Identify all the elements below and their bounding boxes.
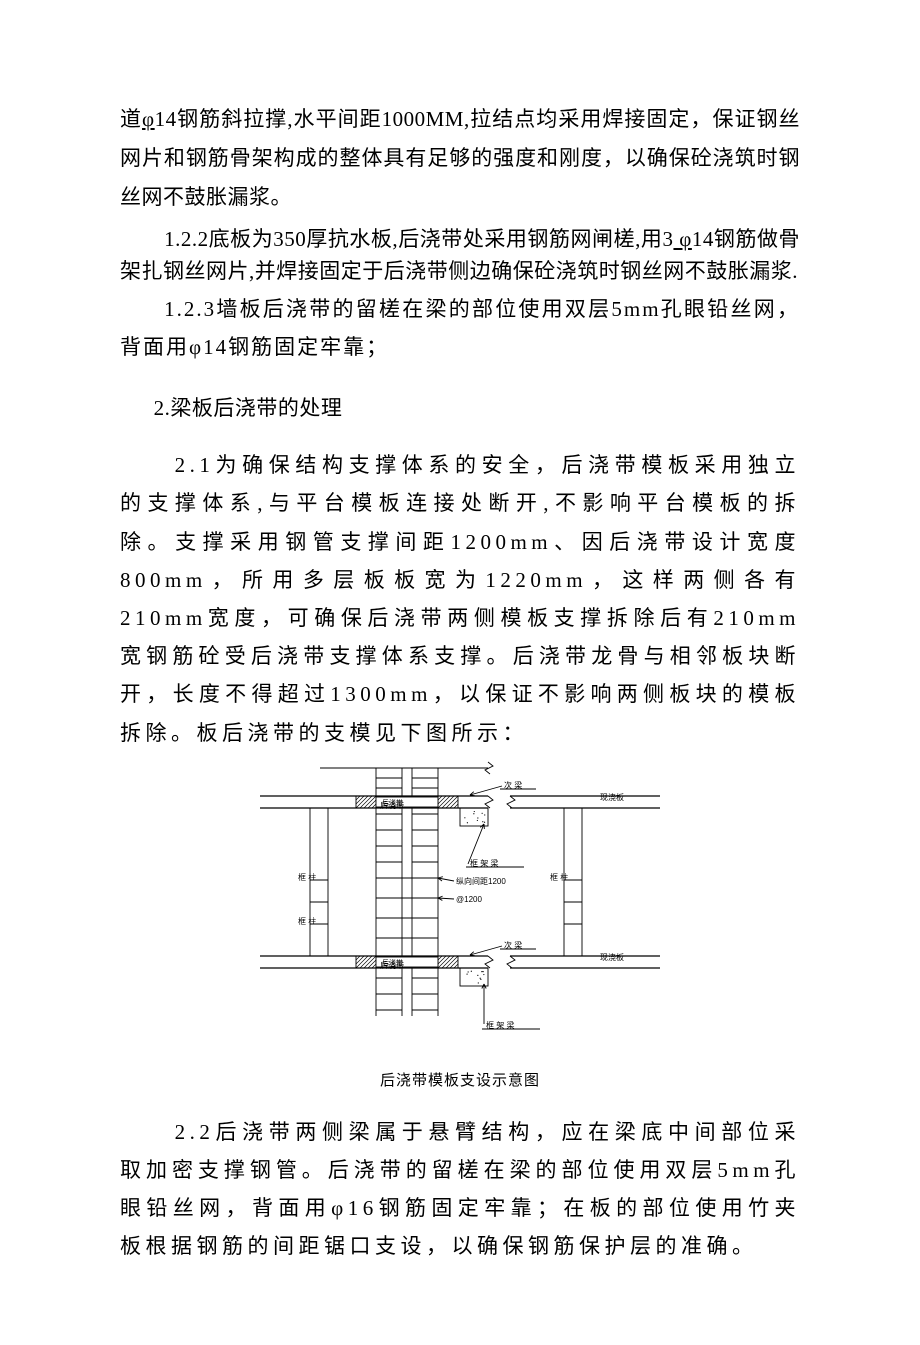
p2-text-a: 1.2.2底板为350厚抗水板,后浇带处采用钢筋网闸槎,用3	[164, 227, 673, 251]
paragraph-2: 1.2.2底板为350厚抗水板,后浇带处采用钢筋网闸槎,用3 φ14钢筋做骨架扎…	[120, 223, 800, 288]
svg-text:框 柱: 框 柱	[298, 872, 316, 882]
p1-underline: φ	[142, 107, 155, 131]
p1-text-a: 道	[120, 107, 142, 131]
diagram-caption: 后浇带模板支设示意图	[120, 1067, 800, 1095]
svg-text:框 柱: 框 柱	[298, 916, 316, 926]
svg-text:次 梁: 次 梁	[504, 940, 522, 950]
svg-text:@1200: @1200	[456, 895, 482, 904]
p1-text-b: 14钢筋斜拉撑,水平间距1000MM,拉结点均采用焊接固定，保证钢丝网片和钢筋骨…	[120, 107, 800, 209]
paragraph-5: 2.2后浇带两侧梁属于悬臂结构，应在梁底中间部位采取加密支撑钢管。后浇带的留槎在…	[120, 1113, 800, 1266]
paragraph-1: 道φ14钢筋斜拉撑,水平间距1000MM,拉结点均采用焊接固定，保证钢丝网片和钢…	[120, 100, 800, 217]
svg-text:框 架 梁: 框 架 梁	[470, 858, 498, 868]
diagram-svg: 次 梁现浇板后浇带框 架 梁框 柱框 柱框 柱纵向间距1200@1200次 梁现…	[250, 760, 670, 1050]
svg-text:现浇板: 现浇板	[600, 952, 624, 962]
svg-text:框 柱: 框 柱	[550, 872, 568, 882]
svg-text:纵向间距1200: 纵向间距1200	[456, 876, 506, 886]
document-page: 道φ14钢筋斜拉撑,水平间距1000MM,拉结点均采用焊接固定，保证钢丝网片和钢…	[0, 0, 920, 1345]
p2-underline: φ	[673, 227, 691, 251]
heading-2: 2.梁板后浇带的处理	[120, 389, 800, 428]
svg-text:后浇带: 后浇带	[382, 958, 403, 967]
svg-text:框 架 梁: 框 架 梁	[486, 1020, 514, 1030]
paragraph-3: 1.2.3墙板后浇带的留槎在梁的部位使用双层5mm孔眼铅丝网，背面用φ14钢筋固…	[120, 290, 800, 368]
diagram: 次 梁现浇板后浇带框 架 梁框 柱框 柱框 柱纵向间距1200@1200次 梁现…	[250, 760, 670, 1063]
svg-text:后浇带: 后浇带	[382, 798, 403, 807]
paragraph-4: 2.1为确保结构支撑体系的安全，后浇带模板采用独立的支撑体系,与平台模板连接处断…	[120, 446, 800, 752]
diagram-container: 次 梁现浇板后浇带框 架 梁框 柱框 柱框 柱纵向间距1200@1200次 梁现…	[120, 760, 800, 1063]
svg-text:现浇板: 现浇板	[600, 792, 624, 802]
svg-text:次 梁: 次 梁	[504, 780, 522, 790]
